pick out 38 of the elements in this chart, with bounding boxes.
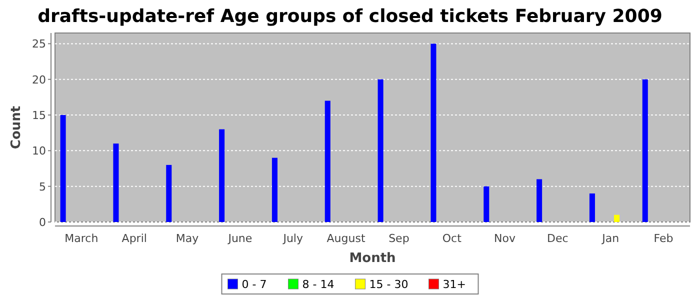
x-tick-label: Sep <box>388 232 410 245</box>
chart-title: drafts-update-ref Age groups of closed tickets February 2009 <box>38 6 662 27</box>
legend-label: 31+ <box>442 278 466 291</box>
x-tick-label: Jan <box>601 232 620 245</box>
bar <box>378 79 384 222</box>
legend-label: 0 - 7 <box>242 278 267 291</box>
legend-label: 8 - 14 <box>302 278 334 291</box>
bar <box>219 129 225 222</box>
x-tick-label: March <box>64 232 98 245</box>
x-tick-label: July <box>282 232 304 245</box>
bar <box>642 79 648 222</box>
bar <box>614 214 620 222</box>
bar <box>484 186 490 222</box>
bar <box>536 179 542 222</box>
bar <box>113 144 119 222</box>
y-tick-label: 0 <box>39 216 46 229</box>
bar <box>324 100 330 222</box>
x-axis-title: Month <box>349 251 396 266</box>
bar <box>589 193 595 222</box>
x-tick-label: August <box>326 232 366 245</box>
bar <box>166 164 172 222</box>
bar <box>430 44 436 222</box>
y-axis-title: Count <box>9 106 24 150</box>
x-tick-label: Feb <box>654 232 674 245</box>
x-tick-label: May <box>176 232 200 245</box>
x-tick-label: Oct <box>442 232 462 245</box>
y-tick-label: 25 <box>32 38 46 51</box>
bar <box>60 115 66 222</box>
x-tick-label: Dec <box>547 232 568 245</box>
x-tick-label: Nov <box>494 232 516 245</box>
bar <box>272 158 278 222</box>
y-tick-label: 15 <box>32 109 46 122</box>
y-tick-label: 20 <box>32 73 46 86</box>
legend-label: 15 - 30 <box>369 278 408 291</box>
x-tick-label: April <box>122 232 147 245</box>
y-tick-label: 10 <box>32 144 46 158</box>
y-tick-label: 5 <box>39 180 46 194</box>
x-tick-label: June <box>227 232 252 245</box>
